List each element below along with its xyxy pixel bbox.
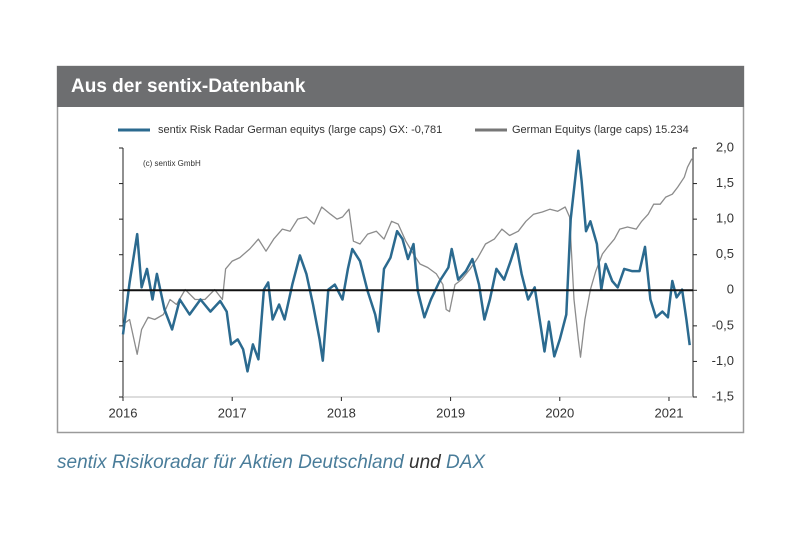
y-tick-label: 0	[727, 282, 734, 297]
x-tick-label: 2019	[436, 405, 465, 420]
series-line	[122, 158, 693, 358]
caption: sentix Risikoradar für Aktien Deutschlan…	[57, 452, 486, 473]
legend-label: German Equitys (large caps) 15.234	[512, 124, 689, 136]
x-tick-label: 2021	[655, 405, 684, 420]
caption-part: DAX	[446, 452, 486, 473]
y-tick-label: 1,0	[716, 211, 734, 226]
x-tick-label: 2020	[545, 405, 574, 420]
caption-part: sentix Risikoradar für Aktien Deutschlan…	[57, 452, 405, 473]
caption-part: und	[409, 452, 442, 473]
y-tick-label: -1,5	[712, 388, 734, 403]
y-tick-label: 2,0	[716, 139, 734, 154]
frame	[56, 65, 745, 434]
legend-label: sentix Risk Radar German equitys (large …	[158, 124, 442, 136]
y-tick-label: 1,5	[716, 175, 734, 190]
x-tick-label: 2017	[218, 405, 247, 420]
annotation: (c) sentix GmbH	[143, 159, 201, 168]
y-tick-label: 0,5	[716, 246, 734, 261]
x-tick-label: 2016	[109, 405, 138, 420]
y-tick-label: -1,0	[712, 353, 734, 368]
x-tick-label: 2018	[327, 405, 356, 420]
y-tick-label: -0,5	[712, 317, 734, 332]
header-bar	[57, 66, 744, 107]
header-title: Aus der sentix-Datenbank	[71, 76, 306, 97]
